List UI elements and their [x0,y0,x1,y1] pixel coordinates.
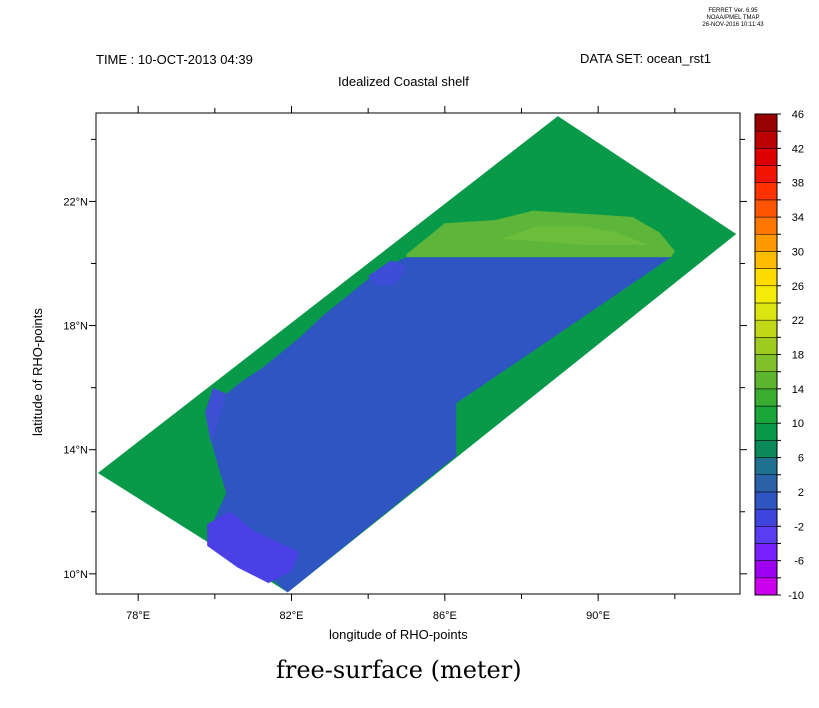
y-tick-label-0: 10°N [63,569,88,581]
coastal-band-southwest [207,511,300,584]
colorbar-label-4: 30 [792,246,804,258]
colorbar-label-8: 14 [792,384,804,396]
x-tick-label-0: 78°E [126,610,150,622]
colorbar-swatch-26 [754,130,778,149]
x-tick-label-2: 86°E [433,610,457,622]
colorbar-swatch-15 [754,319,778,338]
colorbar-swatch-20 [754,234,778,252]
colorbar-swatch-17 [754,285,778,304]
colorbar-label-5: 26 [792,281,804,293]
colorbar-label-3: 34 [792,212,804,224]
ocean-region [207,257,671,593]
colorbar-swatch-25 [754,148,778,166]
colorbar-swatch-27 [754,113,778,132]
colorbar-label-0: 46 [792,109,804,121]
colorbar-swatch-12 [754,371,778,390]
colorbar-swatch-9 [754,422,778,441]
colorbar-swatch-16 [754,302,778,321]
colorbar-swatch-18 [754,268,778,287]
colorbar-swatch-1 [754,560,778,579]
y-tick-label-2: 18°N [63,321,88,333]
colorbar-swatch-2 [754,543,778,561]
colorbar-label-12: -2 [794,521,804,533]
colorbar-label-6: 22 [792,315,804,327]
colorbar-swatch-5 [754,491,778,510]
time-label: TIME : 10-OCT-2013 04:39 [96,52,253,67]
colorbar-label-2: 38 [792,178,804,190]
colorbar-swatch-6 [754,474,778,493]
colorbar-label-9: 10 [792,418,804,430]
colorbar-label-14: -10 [788,590,804,602]
colorbar-swatch-19 [754,251,778,269]
y-tick-label-1: 14°N [63,445,88,457]
colorbar-swatch-11 [754,388,778,407]
colorbar-swatch-3 [754,526,778,544]
figure-title: free-surface (meter) [276,656,522,684]
colorbar-label-11: 2 [798,487,804,499]
ferret-org: NOAA/PMEL TMAP [706,15,760,21]
plot-subtitle: Idealized Coastal shelf [338,74,469,89]
colorbar-swatch-14 [754,337,778,355]
colorbar-swatch-23 [754,182,778,201]
colorbar-label-7: 18 [792,350,804,362]
y-axis-label: latitude of RHO-points [30,308,45,436]
colorbar-swatch-4 [754,508,778,527]
colorbar-swatch-24 [754,165,778,183]
colorbar-label-1: 42 [792,143,804,155]
x-tick-label-3: 90°E [586,610,610,622]
colorbar-label-13: -6 [794,556,804,568]
colorbar-swatch-10 [754,405,778,424]
x-axis-label: longitude of RHO-points [329,627,468,642]
colorbar-swatch-0 [754,577,778,596]
ferret-timestamp: 26-NOV-2016 10:11:43 [702,22,764,28]
y-tick-label-3: 22°N [63,196,88,208]
ferret-version: FERRET Ver. 6.95 [708,8,758,14]
shelf-region-delta [502,226,648,245]
colorbar-label-10: 6 [798,453,804,465]
x-tick-label-1: 82°E [280,610,304,622]
colorbar-swatch-13 [754,354,778,372]
dataset-label: DATA SET: ocean_rst1 [580,51,712,66]
colorbar-swatch-8 [754,440,778,458]
colorbar-swatch-21 [754,216,778,235]
colorbar-swatch-22 [754,199,778,218]
plot-frame [95,112,741,595]
coastal-band-north [368,260,407,286]
coastal-band-east-coast [205,387,227,444]
colorbar-swatch-7 [754,457,778,476]
